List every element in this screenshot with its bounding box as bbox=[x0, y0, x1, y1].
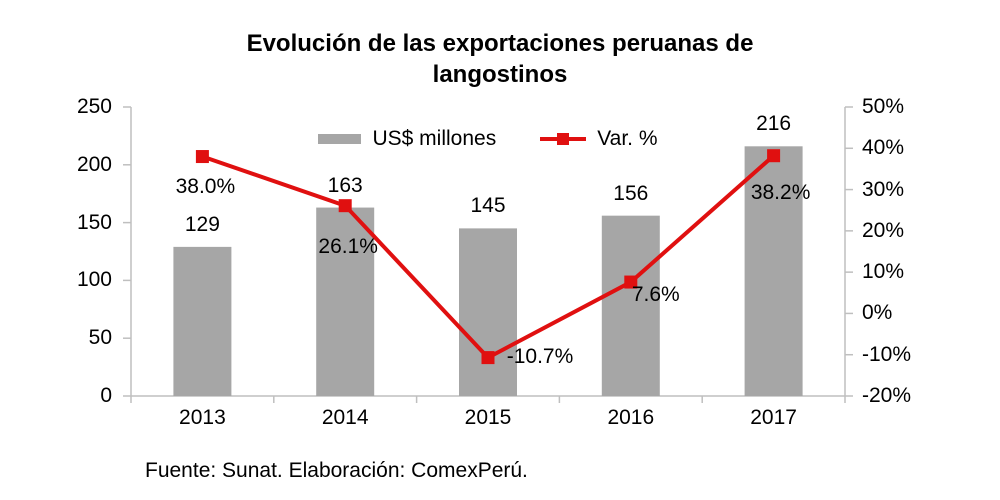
variation-value-label: 38.0% bbox=[175, 174, 236, 198]
left-axis-tick-label: 150 bbox=[76, 210, 112, 234]
variation-value-label: 26.1% bbox=[318, 234, 378, 258]
right-axis-tick-label: 10% bbox=[862, 260, 905, 284]
right-axis-tick-label: 40% bbox=[862, 136, 905, 160]
line-marker-2013 bbox=[195, 150, 209, 164]
line-marker-2015 bbox=[481, 351, 495, 365]
right-axis-tick-label: 0% bbox=[862, 301, 893, 325]
legend-label-bars: US$ millones bbox=[372, 127, 497, 150]
legend-item-line: Var. % bbox=[540, 127, 658, 151]
left-axis-tick-label: 0 bbox=[100, 384, 112, 407]
left-axis-tick-label: 250 bbox=[76, 95, 112, 118]
variation-value-label: -10.7% bbox=[506, 344, 574, 368]
left-axis-tick-label: 50 bbox=[88, 326, 112, 350]
left-axis-tick-label: 200 bbox=[76, 152, 112, 176]
bar-2017 bbox=[744, 146, 803, 396]
x-axis-category-label: 2014 bbox=[321, 406, 369, 429]
bar-2014 bbox=[316, 207, 375, 396]
right-axis-tick-label: 20% bbox=[862, 218, 905, 242]
variation-value-label: 7.6% bbox=[631, 283, 680, 307]
right-axis-tick-label: 50% bbox=[862, 95, 905, 118]
right-axis-tick-label: -20% bbox=[862, 384, 912, 407]
line-marker-2017 bbox=[767, 149, 781, 163]
x-axis-category-label: 2017 bbox=[750, 406, 797, 429]
line-marker-swatch-icon bbox=[540, 132, 587, 146]
line-marker-2016 bbox=[624, 275, 638, 289]
bar-value-label: 129 bbox=[184, 212, 220, 236]
left-axis-tick-label: 100 bbox=[76, 268, 112, 292]
line-marker-2014 bbox=[338, 199, 352, 213]
bar-2013 bbox=[173, 246, 232, 396]
legend-label-line: Var. % bbox=[597, 127, 658, 150]
bar-value-label: 145 bbox=[470, 194, 506, 218]
bar-2015 bbox=[459, 228, 517, 396]
right-axis-tick-label: -10% bbox=[862, 342, 912, 366]
right-axis-tick-label: 30% bbox=[862, 177, 905, 201]
variation-value-label: 38.2% bbox=[750, 180, 811, 204]
bar-value-label: 156 bbox=[613, 181, 649, 205]
bar-2016 bbox=[601, 215, 660, 396]
x-axis-category-label: 2016 bbox=[607, 406, 655, 429]
legend: US$ millones Var. % bbox=[131, 127, 845, 151]
bar-value-label: 163 bbox=[327, 173, 363, 197]
legend-item-bars: US$ millones bbox=[318, 127, 496, 151]
source-note: Fuente: Sunat. Elaboración: ComexPerú. bbox=[145, 459, 528, 482]
bar-swatch-icon bbox=[318, 134, 362, 144]
x-axis-category-label: 2013 bbox=[179, 406, 226, 429]
bar-value-label: 216 bbox=[756, 112, 792, 136]
x-axis-category-label: 2015 bbox=[464, 406, 512, 429]
chart-title: Evolución de las exportaciones peruanas … bbox=[246, 30, 754, 88]
square-marker-icon bbox=[557, 133, 570, 145]
